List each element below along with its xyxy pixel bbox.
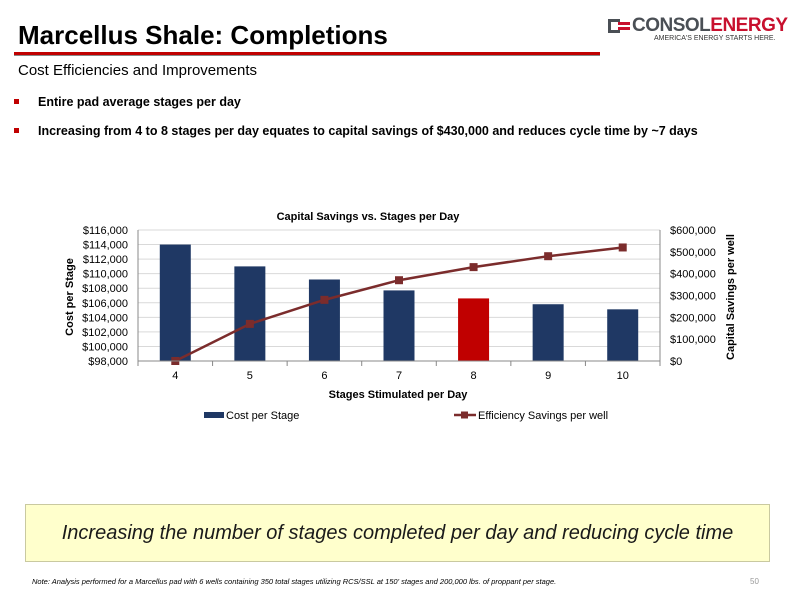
page-title: Marcellus Shale: Completions [18,20,388,50]
footnote: Note: Analysis performed for a Marcellus… [32,577,557,586]
logo-name-consol: CONSOL [632,15,711,36]
chart-axes [137,230,661,366]
bullet-item: Increasing from 4 to 8 stages per day eq… [14,124,698,138]
bar-cost-per-stage [308,279,340,361]
savings-point [320,295,329,304]
savings-point [544,252,553,261]
y-axis-tick-labels: $98,000 $100,000 $102,000 $104,000 $106,000 $… [82,225,128,368]
y-tick-label: $102,000 [82,327,128,339]
x-tick-label: 10 [617,370,629,382]
logo-wordmark: CONSOLENERGY [632,15,788,37]
savings-point [395,276,403,285]
y2-axis-title: Capital Savings per well [725,234,737,360]
bullet-text: Entire pad average stages per day [38,95,241,109]
x-axis-title: Stages Stimulated per Day [329,389,469,401]
y-tick-label: $114,000 [83,240,128,252]
title-underline [14,52,600,55]
y2-axis-tick-labels: $0 $100,000 $200,000 $300,000 $400,000 $500,0… [670,225,716,368]
company-logo: CONSOLENERGY AMERICA'S ENERGY STARTS HER… [608,14,788,46]
y-axis-title: Cost per Stage [64,258,76,336]
savings-point [245,319,254,328]
y-tick-label: $108,000 [82,283,128,295]
logo-name-energy: ENERGY [710,15,788,36]
y2-tick-label: $400,000 [670,269,716,281]
y-tick-label: $112,000 [83,254,128,266]
page-number: 50 [750,577,759,586]
y2-tick-label: $500,000 [670,247,716,259]
chart-title: Capital Savings vs. Stages per Day [277,211,461,223]
bullet-square-icon [14,99,19,104]
y2-tick-label: $200,000 [670,312,716,324]
y2-tick-label: $300,000 [670,291,716,303]
logo-tagline: AMERICA'S ENERGY STARTS HERE. [654,35,776,42]
callout-text: Increasing the number of stages complete… [61,521,734,544]
bar-cost-per-stage [607,309,639,361]
savings-point [618,243,627,252]
bullet-item: Entire pad average stages per day [14,95,241,109]
bar-cost-per-stage [532,304,564,361]
y-tick-label: $106,000 [82,298,128,310]
legend-label-savings: Efficiency Savings per well [478,410,608,422]
legend-label-cost: Cost per Stage [226,410,299,422]
y-tick-label: $116,000 [83,225,128,237]
bullet-text: Increasing from 4 to 8 stages per day eq… [38,124,698,138]
bar-cost-per-stage [383,290,415,361]
y-tick-label: $98,000 [88,356,128,368]
bar-series [159,244,639,361]
savings-point [469,263,478,272]
legend-swatch-cost [204,412,224,418]
bullet-square-icon [14,128,19,133]
x-tick-label: 7 [396,370,402,382]
chart-gridlines [138,229,660,347]
bar-cost-per-stage [234,266,266,361]
x-axis-tick-labels: 4 5 6 7 8 9 10 [172,370,629,382]
y2-tick-label: $0 [670,356,682,368]
page-subtitle: Cost Efficiencies and Improvements [18,62,257,79]
consol-logo-icon [608,19,630,33]
x-tick-label: 4 [172,370,178,382]
x-tick-label: 6 [321,370,327,382]
callout-box: Increasing the number of stages complete… [25,504,770,562]
bar-cost-per-stage [458,298,490,361]
y-tick-label: $100,000 [82,341,128,353]
bar-cost-per-stage [159,244,191,361]
y-tick-label: $110,000 [83,269,128,281]
capital-savings-chart: Capital Savings vs. Stages per Day $98,0… [64,211,737,422]
y-tick-label: $104,000 [82,312,128,324]
y2-tick-label: $600,000 [670,225,716,237]
y2-tick-label: $100,000 [670,334,716,346]
legend-swatch-savings-marker [461,411,468,419]
x-tick-label: 8 [471,370,477,382]
chart-legend: Cost per Stage Efficiency Savings per we… [204,410,608,422]
title-underline-shadow [14,55,600,56]
x-tick-label: 9 [545,370,551,382]
x-tick-label: 5 [247,370,253,382]
